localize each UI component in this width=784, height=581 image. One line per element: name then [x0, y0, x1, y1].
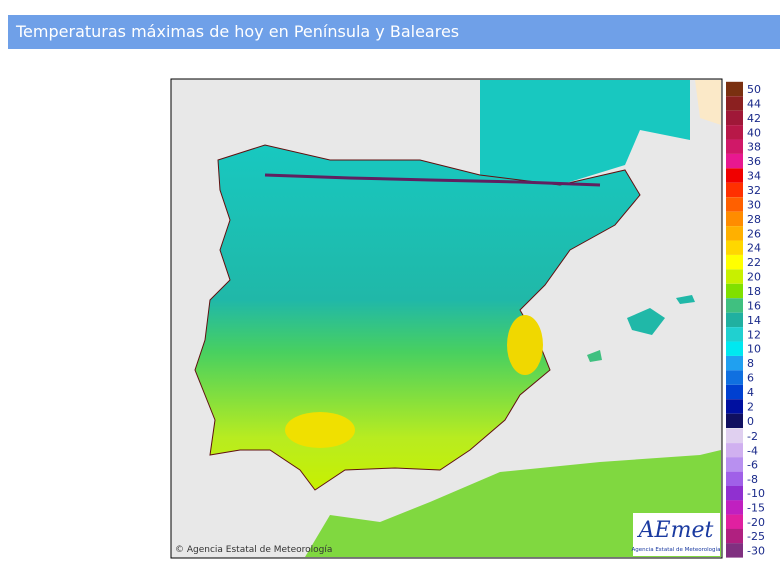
- legend-swatch: [726, 399, 743, 414]
- legend-swatch: [726, 254, 743, 270]
- legend-swatch: [726, 471, 743, 487]
- legend-label: 16: [747, 299, 761, 312]
- legend-label: 34: [747, 170, 761, 183]
- legend-label: 42: [747, 112, 761, 125]
- legend-label: 40: [747, 126, 761, 139]
- legend-label: 10: [747, 343, 761, 356]
- legend-label: 12: [747, 328, 761, 341]
- legend-swatch: [726, 226, 743, 241]
- legend-swatch: [726, 110, 743, 126]
- legend-swatch: [726, 139, 743, 154]
- legend-swatch: [726, 153, 743, 169]
- legend-label: 20: [747, 271, 761, 284]
- africa: [305, 450, 721, 557]
- legend-swatch: [726, 528, 743, 544]
- legend-label: 44: [747, 97, 761, 110]
- legend-label: -30: [747, 544, 765, 557]
- legend-label: 32: [747, 184, 761, 197]
- legend-swatch: [726, 457, 743, 472]
- legend-label: 22: [747, 256, 761, 269]
- legend-label: 4: [747, 386, 754, 399]
- legend-swatch: [726, 168, 743, 183]
- legend-swatch: [726, 240, 743, 255]
- legend-label: 30: [747, 198, 761, 211]
- logo-box: [633, 513, 720, 556]
- legend-swatch: [726, 283, 743, 299]
- legend-label: 38: [747, 141, 761, 154]
- legend-swatch: [726, 182, 743, 198]
- legend-label: 18: [747, 285, 761, 298]
- island: [627, 308, 665, 335]
- legend-label: -2: [747, 430, 758, 443]
- legend-swatch: [726, 298, 743, 313]
- legend-label: 26: [747, 227, 761, 240]
- france: [480, 80, 690, 185]
- legend-swatch: [726, 197, 743, 212]
- legend-label: 0: [747, 415, 754, 428]
- legend-label: 50: [747, 83, 761, 96]
- legend-label: -10: [747, 487, 765, 500]
- land: [695, 80, 721, 125]
- legend-label: -6: [747, 459, 758, 472]
- legend-swatch: [726, 312, 743, 328]
- island: [587, 350, 602, 362]
- legend-swatch: [726, 269, 743, 284]
- legend-label: -4: [747, 444, 758, 457]
- legend-swatch: [726, 96, 743, 111]
- legend-swatch: [726, 81, 743, 97]
- warm-area: [285, 412, 355, 448]
- legend-swatch: [726, 384, 743, 400]
- legend-swatch: [726, 341, 743, 356]
- legend-swatch: [726, 543, 743, 558]
- iberia: [194, 144, 641, 491]
- legend: 5044424038363432302826242220181614121086…: [726, 81, 765, 558]
- legend-swatch: [726, 413, 743, 429]
- warm-area: [507, 315, 543, 375]
- legend-label: -8: [747, 473, 758, 486]
- legend-label: 8: [747, 357, 754, 370]
- legend-swatch: [726, 125, 743, 140]
- legend-swatch: [726, 355, 743, 371]
- legend-label: 24: [747, 242, 761, 255]
- title-bar: Temperaturas máximas de hoy en Península…: [8, 15, 780, 49]
- legend-swatch: [726, 211, 743, 227]
- credit: © Agencia Estatal de Meteorología: [175, 545, 332, 555]
- legend-label: 14: [747, 314, 761, 327]
- legend-swatch: [726, 514, 743, 529]
- legend-swatch: [726, 428, 743, 444]
- legend-label: -25: [747, 530, 765, 543]
- legend-swatch: [726, 443, 743, 458]
- legend-swatch: [726, 500, 743, 515]
- logo-subtitle: Agencia Estatal de Meteorología: [632, 546, 721, 553]
- legend-label: 28: [747, 213, 761, 226]
- mountains: [264, 173, 601, 187]
- island: [676, 295, 695, 304]
- legend-label: 2: [747, 400, 754, 413]
- legend-swatch: [726, 327, 743, 342]
- logo: AEmet: [637, 518, 714, 543]
- legend-swatch: [726, 486, 743, 501]
- legend-label: 36: [747, 155, 761, 168]
- legend-label: -15: [747, 502, 765, 515]
- legend-swatch: [726, 370, 743, 385]
- legend-label: -20: [747, 516, 765, 529]
- legend-label: 6: [747, 372, 754, 385]
